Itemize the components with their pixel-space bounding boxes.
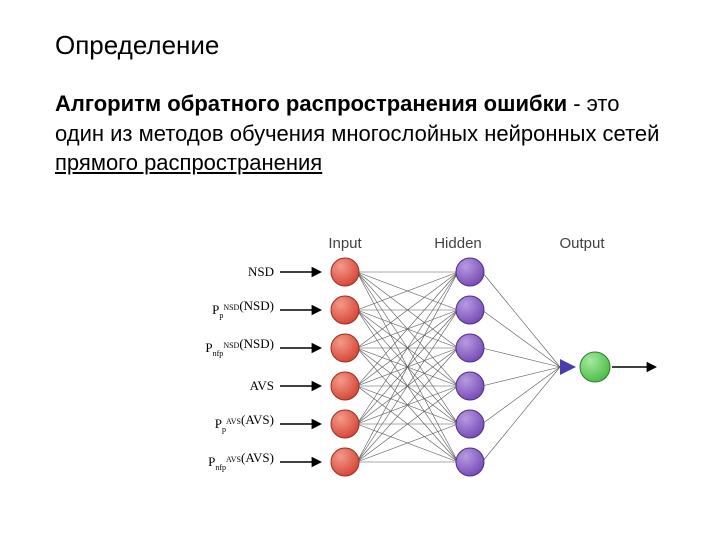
input-node-1 xyxy=(331,296,359,324)
hidden-node-2 xyxy=(456,334,484,362)
input-label-0: NSD xyxy=(248,264,274,279)
layer-header: Hidden xyxy=(434,235,482,252)
output-node-0 xyxy=(580,352,610,382)
hidden-node-0 xyxy=(456,258,484,286)
input-label-2: PnfpNSD(NSD) xyxy=(205,336,274,358)
input-node-2 xyxy=(331,334,359,362)
hidden-node-4 xyxy=(456,410,484,438)
hidden-node-3 xyxy=(456,372,484,400)
body-underline: прямого распространения xyxy=(55,150,322,175)
layer-header: Output xyxy=(559,235,605,252)
input-label-4: PpAVS(AVS) xyxy=(215,412,274,434)
slide-body: Алгоритм обратного распространения ошибк… xyxy=(55,89,665,178)
input-label-1: PpNSD(NSD) xyxy=(212,298,274,320)
slide-title: Определение xyxy=(55,30,665,61)
layer-header: Input xyxy=(328,235,362,252)
input-node-0 xyxy=(331,258,359,286)
input-label-5: PnfpAVS(AVS) xyxy=(208,450,274,472)
input-node-4 xyxy=(331,410,359,438)
input-node-3 xyxy=(331,372,359,400)
hidden-node-1 xyxy=(456,296,484,324)
nn-diagram: Input Hidden Output NSD PpNSD(NSD) PnfpNSD(NS… xyxy=(170,230,690,510)
input-label-3: AVS xyxy=(250,378,274,393)
slide-root: Определение Алгоритм обратного распростр… xyxy=(0,0,720,540)
input-node-5 xyxy=(331,448,359,476)
body-bold: Алгоритм обратного распространения ошибк… xyxy=(55,91,567,116)
hidden-node-5 xyxy=(456,448,484,476)
